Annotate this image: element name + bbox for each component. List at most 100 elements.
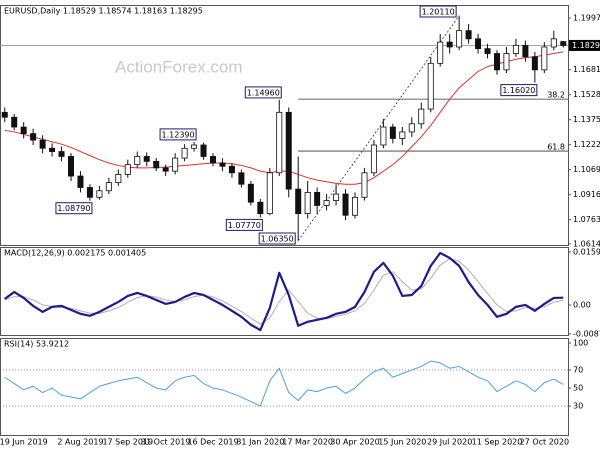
candle-body xyxy=(105,182,112,192)
candle-body xyxy=(427,62,434,110)
x-tick-label: 11 Sep 2020 xyxy=(472,438,523,447)
x-tick-label: 17 Mar 2020 xyxy=(282,438,333,447)
candle-body xyxy=(323,200,330,206)
macd-panel xyxy=(0,247,569,336)
x-tick-label: 17 Sep 2019 xyxy=(102,438,153,447)
candle-body xyxy=(257,201,264,215)
candle-body xyxy=(399,131,406,139)
y-tick-label: 100 xyxy=(573,339,588,348)
annotation-label: 1.08790 xyxy=(57,204,90,213)
candle-body xyxy=(446,41,453,48)
candle-body xyxy=(351,196,358,216)
candle-body xyxy=(408,123,415,133)
x-tick-label: 31 Oct 2019 xyxy=(141,438,190,447)
candle-body xyxy=(456,30,463,48)
annotation-label: 1.16020 xyxy=(502,86,535,95)
candle-body xyxy=(191,144,198,149)
x-tick-label: 19 Jun 2019 xyxy=(0,438,48,447)
candle-body xyxy=(493,53,500,71)
y-tick-label: 1.16810 xyxy=(573,65,600,74)
candle-body xyxy=(200,144,207,157)
candle-body xyxy=(124,164,131,175)
candle-body xyxy=(11,116,18,128)
indicator-line xyxy=(4,251,564,332)
candle-body xyxy=(418,108,425,125)
candle-body xyxy=(96,190,103,198)
y-tick-label: 1.15280 xyxy=(573,90,600,99)
annotation-label: 1.06350 xyxy=(261,235,294,244)
y-tick-label: 1.12220 xyxy=(573,140,600,149)
annotation-box xyxy=(258,232,296,245)
current-price-box xyxy=(569,39,600,51)
x-tick-label: 31 Jan 2020 xyxy=(236,438,284,447)
candle-body xyxy=(247,183,254,203)
y-tick-label: 1.09160 xyxy=(573,190,600,199)
candle-body xyxy=(86,187,93,198)
annotation-label: 1.20110 xyxy=(422,8,455,17)
candle-body xyxy=(560,41,567,46)
candle-body xyxy=(541,46,548,71)
y-tick-label: 1.13750 xyxy=(573,115,600,124)
candle-body xyxy=(77,175,84,188)
candle-body xyxy=(153,160,160,169)
x-tick-label: 15 Jun 2020 xyxy=(378,438,426,447)
x-tick-label: 16 Dec 2019 xyxy=(187,438,238,447)
candle-body xyxy=(465,30,472,40)
fib-label: 61.8 xyxy=(547,143,565,152)
watermark: ActionForex.com xyxy=(115,57,243,76)
candle-body xyxy=(49,147,56,152)
y-tick-label: 50 xyxy=(573,384,583,393)
annotation-box xyxy=(55,202,93,215)
annotation-label: 1.14960 xyxy=(247,88,280,97)
candle-body xyxy=(484,48,491,54)
candle-body xyxy=(134,156,141,166)
rsi-title: RSI(14) 53.9212 xyxy=(4,340,69,349)
current-price-label: 1.18295 xyxy=(572,41,600,50)
candle-body xyxy=(115,174,122,183)
candle-body xyxy=(181,147,188,159)
indicator-line xyxy=(4,360,564,407)
annotation-box xyxy=(225,218,263,231)
y-tick-label: 70 xyxy=(573,366,583,375)
candle-body xyxy=(143,156,150,162)
candle-body xyxy=(550,38,557,48)
candle-body xyxy=(276,111,283,174)
candle-body xyxy=(1,111,8,118)
candle-body xyxy=(162,167,169,172)
candle-body xyxy=(304,191,311,215)
x-tick-label: 2 Aug 2019 xyxy=(57,438,103,447)
candle-body xyxy=(30,133,37,141)
y-tick-label: 0.00 xyxy=(573,300,591,309)
x-tick-label: 29 Jul 2020 xyxy=(427,438,472,447)
candle-body xyxy=(209,156,216,164)
candle-body xyxy=(370,144,377,174)
annotation-box xyxy=(500,84,538,97)
y-tick-label: -0.00876 xyxy=(573,329,600,338)
annotation-box xyxy=(244,86,282,99)
rsi-panel xyxy=(0,338,569,436)
candle-body xyxy=(333,193,340,201)
macd-title: MACD(12,26,9) 0.002175 0.001405 xyxy=(4,249,146,258)
y-tick-label: 30 xyxy=(573,402,583,411)
fib-label: 38.2 xyxy=(547,91,565,100)
y-tick-label: 1.19970 xyxy=(573,14,600,23)
candle-body xyxy=(39,139,46,149)
price-panel xyxy=(0,5,569,246)
candle-body xyxy=(475,38,482,50)
candle-body xyxy=(285,111,292,190)
candle-body xyxy=(58,151,65,157)
y-tick-label: 0.015991 xyxy=(573,247,600,256)
y-tick-label: 1.10690 xyxy=(573,165,600,174)
moving-average xyxy=(4,51,564,185)
annotation-box xyxy=(419,5,457,18)
candle-body xyxy=(437,41,444,64)
annotation-label: 1.07770 xyxy=(228,221,261,230)
annotation-label: 1.12390 xyxy=(162,130,195,139)
y-tick-label: 1.07630 xyxy=(573,215,600,224)
candle-body xyxy=(531,56,538,71)
candle-body xyxy=(512,44,519,54)
candle-body xyxy=(361,172,368,198)
candle-body xyxy=(266,172,273,215)
price-title: EURUSD,Daily 1.18529 1.18574 1.18163 1.1… xyxy=(4,7,203,16)
